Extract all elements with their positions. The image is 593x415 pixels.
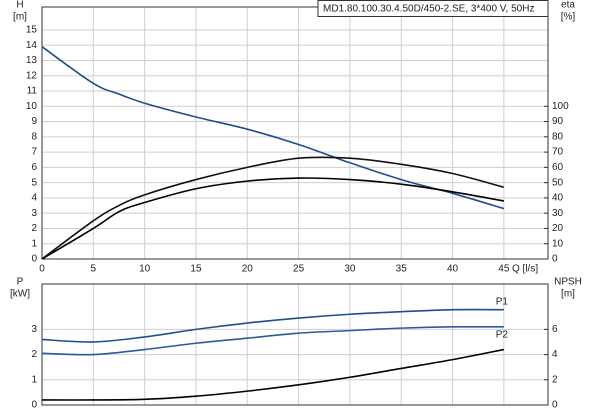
x-tick-label: 0 [39, 264, 45, 275]
y-tick-label: 3 [31, 208, 37, 219]
x-tick-label: 40 [447, 264, 459, 275]
series-line [41, 325, 504, 356]
y-tick-label: 13 [26, 55, 38, 66]
y2-tick-label: 4 [552, 349, 558, 360]
y-tick-label: 12 [26, 70, 38, 81]
y-tick-label: 5 [31, 177, 37, 188]
y-tick-label: 3 [31, 324, 37, 335]
x-axis-label: Q [l/s] [512, 264, 538, 275]
y2-tick-label: 80 [552, 131, 564, 142]
series-line [41, 308, 504, 343]
series-line [41, 46, 505, 210]
y2-tick-label: 0 [552, 400, 558, 411]
y-tick-label: 2 [31, 349, 37, 360]
y-tick-label: 1 [31, 374, 37, 385]
y2-tick-label: 2 [552, 374, 558, 385]
x-tick-label: 35 [396, 264, 408, 275]
y2-tick-label: 10 [552, 238, 564, 249]
y-tick-label: 2 [31, 223, 37, 234]
y2-tick-label: 90 [552, 116, 564, 127]
y-tick-label: 9 [31, 116, 37, 127]
y2-tick-label: 6 [552, 324, 558, 335]
series-label: P2 [496, 329, 509, 340]
y2-tick-label: 40 [552, 193, 564, 204]
y2-tick-label: 70 [552, 147, 564, 158]
series-line [41, 348, 505, 401]
plot-frame [41, 283, 549, 406]
title-box [317, 0, 549, 17]
series-line [41, 177, 505, 260]
y-axis-unit: [kW] [10, 289, 30, 300]
x-tick-label: 10 [139, 264, 151, 275]
y-tick-label: 11 [27, 86, 38, 97]
y-tick-label: 7 [31, 147, 37, 158]
y-tick-label: 4 [31, 193, 37, 204]
y2-axis-label: eta [561, 0, 575, 11]
y-axis-label: H [16, 0, 23, 11]
y-axis-label: P [17, 277, 24, 288]
y-tick-label: 15 [26, 25, 38, 36]
y-axis-unit: [m] [13, 12, 27, 23]
y2-axis-unit: [%] [561, 12, 576, 23]
chart-title: MD1.80.100.30.4.50D/450-2.SE, 3*400 V, 5… [323, 4, 534, 15]
y2-tick-label: 50 [552, 177, 564, 188]
y2-tick-label: 20 [552, 223, 564, 234]
y2-tick-label: 100 [552, 101, 569, 112]
y-tick-label: 14 [26, 40, 38, 51]
y-tick-label: 8 [31, 131, 37, 142]
y-tick-label: 0 [31, 400, 37, 411]
y-tick-label: 0 [31, 254, 37, 265]
x-tick-label: 30 [344, 264, 356, 275]
y2-axis-unit: [m] [561, 289, 575, 300]
series-label: P1 [496, 296, 509, 307]
y2-tick-label: 0 [552, 254, 558, 265]
x-tick-label: 5 [91, 264, 97, 275]
x-tick-label: 45 [498, 264, 510, 275]
y2-tick-label: 60 [552, 162, 564, 173]
series-line [41, 156, 505, 260]
y-tick-label: 6 [31, 162, 37, 173]
y2-axis-label: NPSH [554, 277, 582, 288]
y-tick-label: 1 [31, 238, 37, 249]
x-tick-label: 15 [190, 264, 202, 275]
plot-frame [41, 6, 549, 260]
y-tick-label: 10 [26, 101, 38, 112]
x-tick-label: 20 [242, 264, 254, 275]
y2-tick-label: 30 [552, 208, 564, 219]
x-tick-label: 25 [293, 264, 305, 275]
